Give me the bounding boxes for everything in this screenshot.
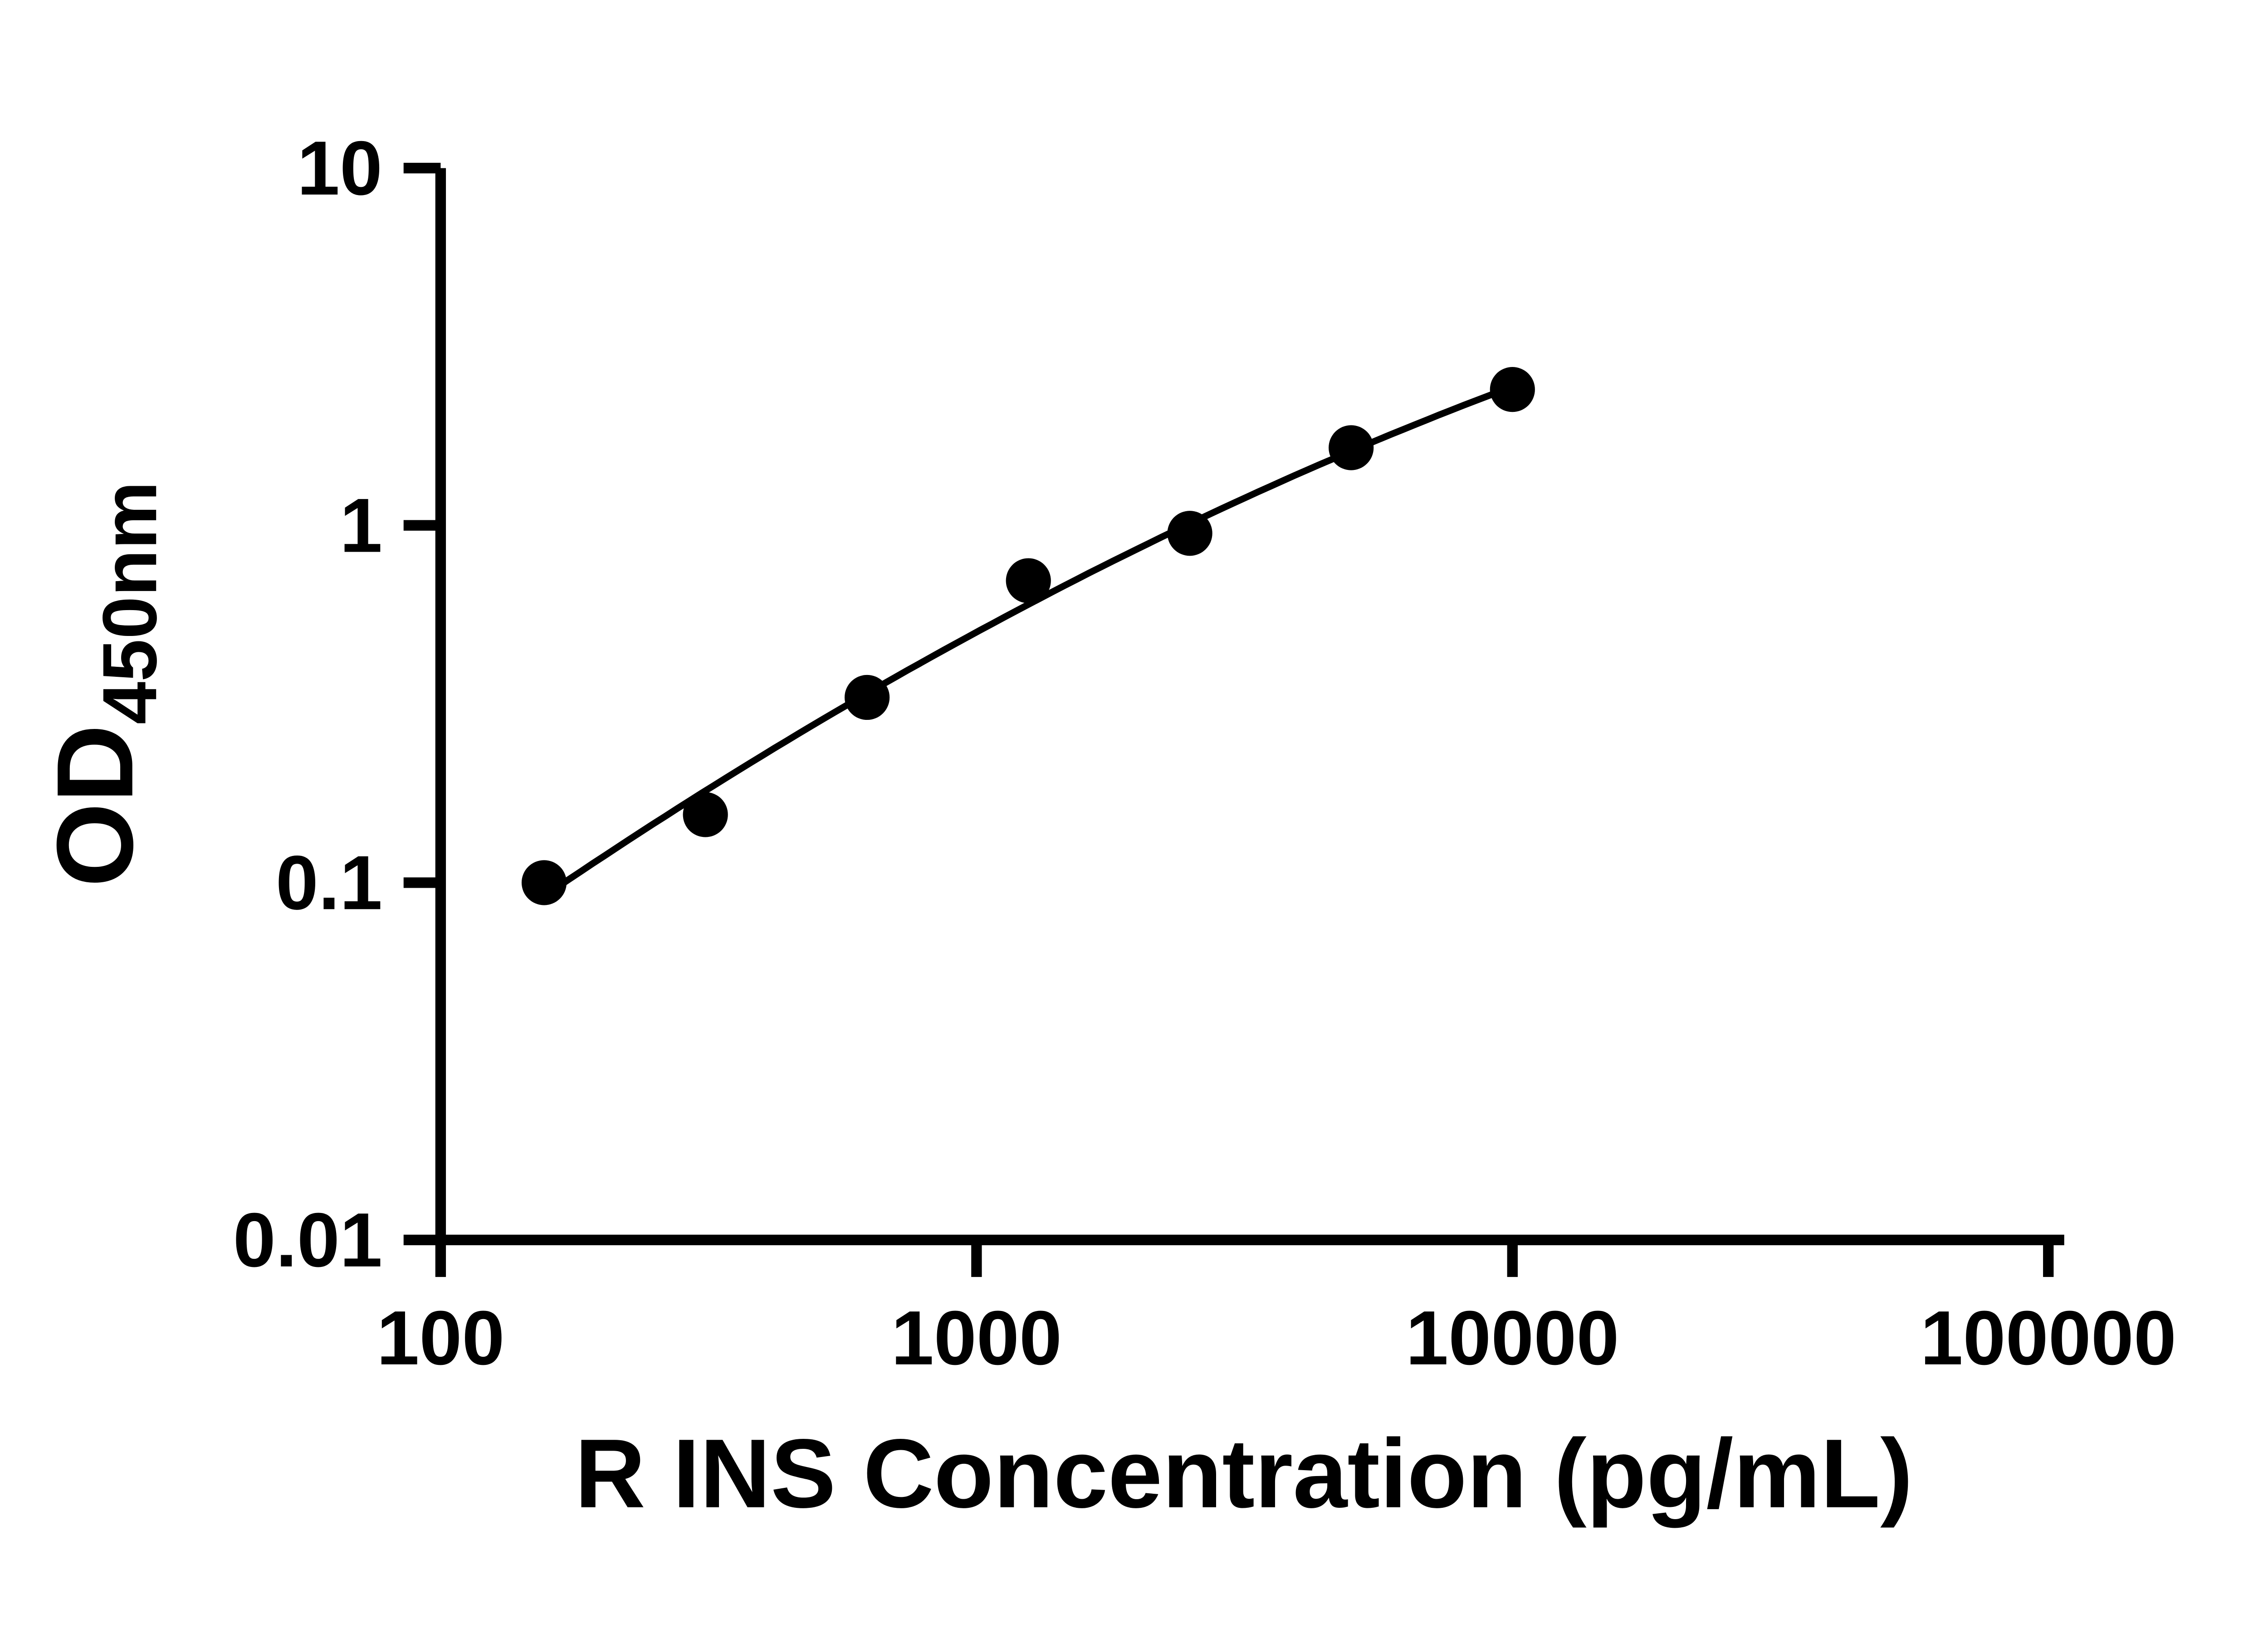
data-point bbox=[1490, 367, 1535, 412]
y-axis-title: OD450nm bbox=[34, 481, 173, 887]
data-point bbox=[683, 792, 728, 837]
data-point bbox=[521, 860, 567, 905]
y-axis-title-subscript: 450nm bbox=[87, 481, 172, 724]
plot-area: 100 1000 10000 100000 0.01 0.1 1 10 bbox=[233, 125, 2176, 1381]
y-tick-label: 1 bbox=[340, 483, 382, 568]
y-tick-label: 10 bbox=[297, 125, 382, 211]
x-tick-label: 100 bbox=[376, 1295, 504, 1381]
x-tick-label: 1000 bbox=[891, 1295, 1062, 1381]
y-tick-label: 0.01 bbox=[233, 1197, 382, 1283]
data-point bbox=[1167, 511, 1212, 556]
x-axis-title: R INS Concentration (pg/mL) bbox=[575, 1419, 1913, 1528]
y-axis-title-main: OD bbox=[34, 724, 156, 887]
y-tick-label: 0.1 bbox=[276, 840, 382, 925]
data-point bbox=[1006, 558, 1051, 603]
x-tick-label: 10000 bbox=[1406, 1295, 1619, 1381]
x-tick-label: 100000 bbox=[1920, 1295, 2176, 1381]
data-point bbox=[845, 675, 890, 720]
data-point bbox=[1329, 425, 1374, 470]
